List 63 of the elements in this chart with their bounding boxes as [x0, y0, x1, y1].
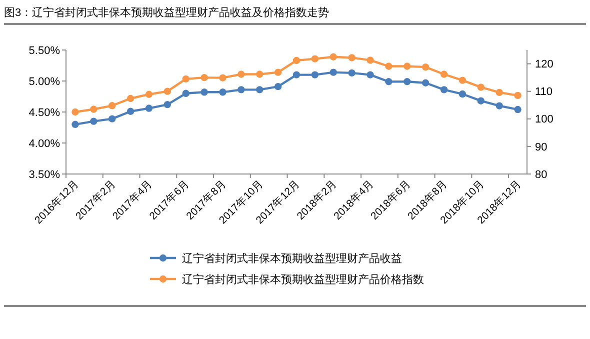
point	[219, 88, 226, 96]
point	[238, 86, 245, 94]
point	[200, 74, 208, 82]
y-tick-label: 4.00%	[28, 138, 60, 150]
y-tick-label: 4.50%	[28, 106, 60, 119]
point	[458, 90, 466, 98]
y-tick-label: 5.00%	[28, 76, 60, 88]
point	[200, 88, 208, 96]
point	[274, 68, 282, 76]
point	[145, 90, 153, 98]
point	[90, 106, 98, 113]
y-tick-label: 3.50%	[28, 168, 60, 181]
point	[238, 70, 245, 78]
point	[404, 78, 411, 86]
point	[496, 102, 503, 110]
point	[108, 115, 116, 122]
point	[72, 108, 79, 116]
y2-tick-label: 100	[535, 114, 554, 126]
point	[330, 68, 337, 76]
point	[182, 90, 190, 97]
point	[145, 104, 153, 112]
point	[90, 118, 98, 125]
point	[311, 55, 319, 62]
point	[72, 120, 79, 128]
point	[311, 71, 319, 78]
point	[292, 71, 300, 78]
chart-title: 图3：辽宁省封闭式非保本预期收益型理财产品收益及价格指数走势	[4, 6, 330, 19]
point	[219, 74, 226, 82]
point	[164, 100, 172, 108]
point	[182, 75, 190, 83]
point	[256, 70, 264, 78]
point	[440, 70, 448, 78]
y2-tick-label: 110	[535, 86, 553, 98]
point	[366, 56, 374, 64]
point	[477, 97, 484, 104]
y2-tick-label: 80	[535, 168, 548, 181]
point	[292, 56, 300, 64]
point	[385, 78, 392, 86]
y2-tick-label: 90	[535, 141, 548, 154]
point	[126, 94, 134, 102]
y2-tick-label: 120	[535, 58, 554, 71]
point	[440, 86, 448, 94]
point	[514, 92, 522, 100]
point	[126, 108, 134, 115]
point	[348, 69, 356, 77]
point	[256, 86, 264, 94]
point	[477, 84, 484, 91]
point	[514, 106, 522, 114]
legend-label: 辽宁省封闭式非保本预期收益型理财产品价格指数	[182, 272, 424, 286]
point	[458, 76, 466, 84]
point	[108, 102, 116, 110]
y-tick-label: 5.50%	[28, 44, 60, 57]
point	[422, 79, 430, 86]
point	[385, 62, 392, 70]
point	[422, 63, 430, 71]
point	[274, 82, 282, 90]
legend-label: 辽宁省封闭式非保本预期收益型理财产品收益	[182, 252, 402, 265]
point	[348, 54, 356, 62]
point	[496, 88, 503, 96]
point	[404, 62, 411, 70]
point	[164, 88, 172, 95]
point	[366, 71, 374, 78]
point	[330, 53, 337, 60]
